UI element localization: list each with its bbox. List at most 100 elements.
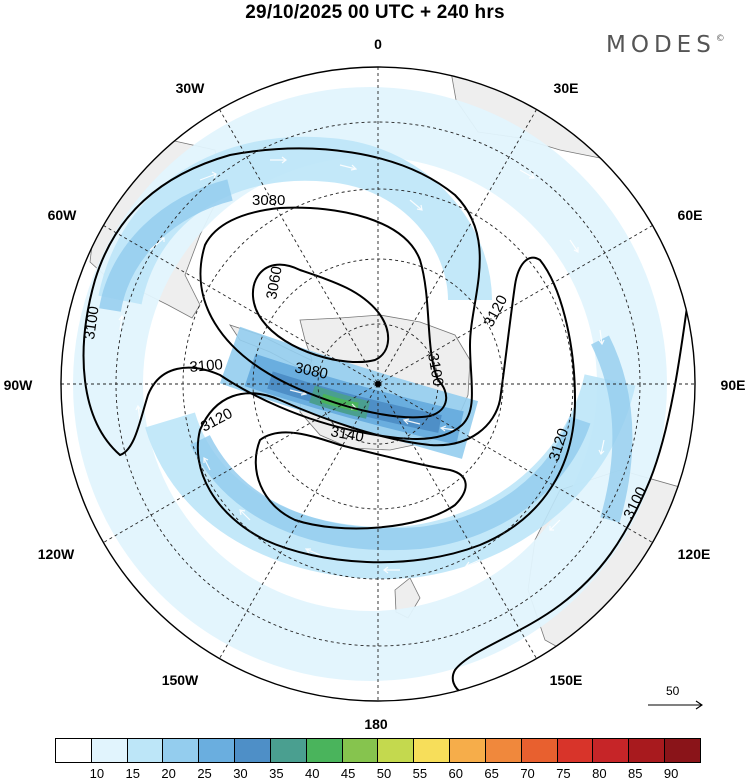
wind-vector bbox=[149, 237, 165, 251]
colorbar-bin bbox=[557, 739, 594, 762]
latitude-circle bbox=[317, 323, 439, 445]
wind-vector bbox=[203, 457, 211, 471]
colorbar-label: 20 bbox=[161, 766, 176, 781]
contour-3140 bbox=[254, 431, 467, 530]
wind-vector bbox=[299, 215, 318, 222]
longitude-label-60w: 60W bbox=[48, 207, 78, 223]
colorbar-label: 90 bbox=[663, 766, 679, 781]
colorbar-bin bbox=[665, 739, 700, 762]
contour-3100-east bbox=[451, 284, 691, 701]
contour-3100 bbox=[82, 147, 481, 457]
colorbar-bin bbox=[306, 739, 343, 762]
wind-vector bbox=[199, 171, 217, 181]
colorbar-label: 50 bbox=[376, 766, 392, 781]
contour-label: 3100 bbox=[424, 352, 447, 388]
longitude-label-60e: 60E bbox=[678, 207, 703, 223]
contour-label: 3080 bbox=[293, 359, 329, 383]
wind-vector bbox=[304, 548, 321, 556]
colorbar-label: 40 bbox=[304, 766, 320, 781]
wind-vector bbox=[383, 566, 400, 574]
meridian bbox=[219, 109, 537, 659]
wind-vector bbox=[439, 425, 456, 432]
wind-vector bbox=[249, 289, 263, 301]
colorbar-label: 35 bbox=[269, 766, 284, 781]
wind-vector bbox=[598, 439, 605, 456]
wind-vectors bbox=[118, 156, 605, 574]
colorbar-bin bbox=[378, 739, 415, 762]
colorbar-label: 15 bbox=[125, 766, 140, 781]
colorbar-label: 70 bbox=[520, 766, 535, 781]
wind-vector bbox=[549, 519, 561, 531]
jet-lower bbox=[145, 373, 636, 579]
colorbar-label: 85 bbox=[627, 766, 643, 781]
colorbar-bin bbox=[199, 739, 236, 762]
colorbar-bin bbox=[414, 739, 451, 762]
wind-reference-vector bbox=[648, 700, 703, 710]
contour-label: 3100 bbox=[189, 356, 224, 376]
map-boundary bbox=[60, 66, 696, 702]
longitude-label-150w: 150W bbox=[162, 672, 199, 688]
longitude-label-30e: 30E bbox=[554, 80, 579, 96]
meridian bbox=[219, 109, 537, 659]
colorbar-bin bbox=[91, 739, 128, 762]
wind-reference-label: 50 bbox=[666, 684, 680, 698]
contour-label: 3140 bbox=[329, 423, 365, 446]
wind-vector bbox=[464, 559, 481, 568]
map-disk bbox=[61, 67, 695, 701]
longitude-label-120w: 120W bbox=[38, 546, 75, 562]
map-title: 29/10/2025 00 UTC + 240 hrs bbox=[245, 2, 505, 23]
longitude-label-120e: 120E bbox=[678, 546, 711, 562]
longitude-label-90e: 90E bbox=[721, 377, 746, 393]
colorbar bbox=[55, 738, 701, 763]
wind-vector bbox=[339, 164, 358, 171]
colorbar-bin bbox=[342, 739, 379, 762]
colorbar-bin bbox=[593, 739, 630, 762]
copyright-mark: © bbox=[715, 34, 725, 44]
colorbar-label: 65 bbox=[484, 766, 499, 781]
longitude-label-180: 180 bbox=[364, 716, 388, 732]
wind-vector bbox=[569, 239, 579, 253]
colorbar-label: 25 bbox=[197, 766, 212, 781]
contour-3060 bbox=[252, 263, 390, 364]
south-pole-marker bbox=[375, 381, 381, 387]
colorbar-label: 30 bbox=[233, 766, 248, 781]
colorbar-label: 10 bbox=[89, 766, 105, 781]
colorbar-label: 80 bbox=[592, 766, 607, 781]
longitude-label-0: 0 bbox=[374, 36, 382, 52]
colorbar-label: 45 bbox=[340, 766, 356, 781]
polar-map: 3080 3060 3100 3080 3100 3120 3140 3120 … bbox=[4, 36, 746, 732]
brand-logo: MODES© bbox=[606, 32, 725, 58]
colorbar-label: 55 bbox=[412, 766, 428, 781]
colorbar-bin bbox=[485, 739, 522, 762]
jet-east-arm bbox=[591, 335, 633, 523]
colorbar-label: 75 bbox=[556, 766, 571, 781]
longitude-label-30w: 30W bbox=[176, 80, 206, 96]
wind-vector bbox=[402, 418, 421, 425]
colorbar-bin bbox=[270, 739, 307, 762]
colorbar-bin bbox=[521, 739, 558, 762]
colorbar-labels: 10 15 20 25 30 35 40 45 50 55 60 65 70 75 80 85 90 bbox=[0, 766, 750, 782]
contour-3120 bbox=[196, 256, 577, 564]
colorbar-label: 60 bbox=[448, 766, 463, 781]
colorbar-bin bbox=[450, 739, 486, 762]
wind-vector bbox=[135, 404, 142, 421]
meridian bbox=[103, 225, 653, 543]
colorbar-bin bbox=[56, 739, 92, 762]
wind-vector bbox=[409, 199, 423, 211]
jet-west-core bbox=[99, 179, 233, 313]
contour-label: 3060 bbox=[263, 265, 286, 301]
colorbar-bin bbox=[235, 739, 271, 762]
graticule bbox=[61, 67, 695, 701]
contour-label: 3080 bbox=[252, 192, 285, 209]
wind-vector bbox=[598, 329, 605, 346]
jet-lower-core bbox=[190, 416, 591, 551]
wind-vector bbox=[519, 169, 535, 179]
wind-vector bbox=[270, 156, 287, 164]
meridian bbox=[103, 225, 653, 543]
longitude-label-150e: 150E bbox=[550, 672, 583, 688]
arrow-head bbox=[695, 700, 703, 710]
wind-vector bbox=[239, 509, 251, 521]
colorbar-bin bbox=[629, 739, 666, 762]
colorbar-bin bbox=[163, 739, 200, 762]
brand-name: MODES bbox=[606, 32, 716, 58]
